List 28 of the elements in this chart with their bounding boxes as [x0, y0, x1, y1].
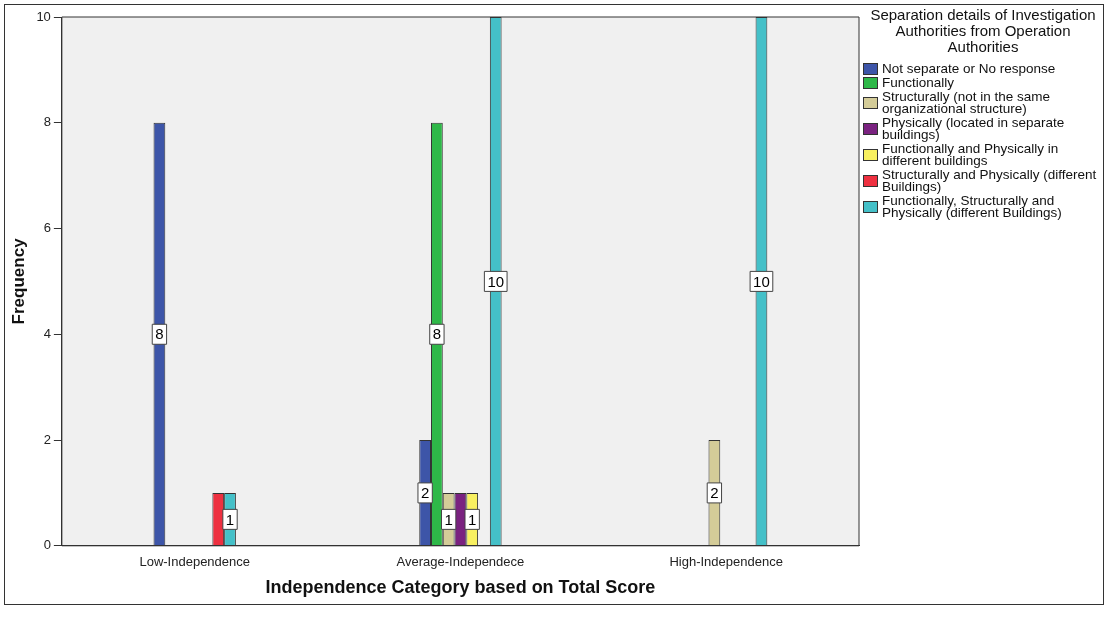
data-label: 2 — [710, 484, 719, 502]
x-tick-label: Low-Independence — [139, 554, 251, 570]
legend-label: Functionally, Structurally and Physically (different Buildings) — [882, 193, 1063, 220]
y-tick-label: 2 — [43, 431, 51, 447]
legend-label: Functionally and Physically in different buildings — [882, 141, 1060, 168]
y-tick-label: 0 — [43, 537, 51, 553]
data-label: 1 — [468, 510, 477, 528]
x-axis-title: Independence Category based on Total Score — [265, 577, 656, 598]
legend-title: Separation details of Investigation Authorities from Operation Authorities — [869, 6, 1097, 55]
legend-label: Functionally — [882, 75, 955, 90]
x-tick-label: Average-Independece — [396, 554, 525, 570]
data-label: 1 — [444, 510, 453, 528]
legend-label: Physically (located in separate buildings) — [882, 115, 1066, 142]
y-tick-label: 6 — [43, 220, 51, 236]
legend-label: Not separate or No response — [882, 61, 1056, 76]
y-tick-label: 4 — [43, 325, 51, 341]
legend-label: Structurally and Physically (different Buildings) — [882, 167, 1098, 194]
data-label: 1 — [225, 510, 235, 528]
y-tick-label: 10 — [36, 8, 51, 24]
data-label: 2 — [420, 484, 430, 502]
y-tick-label: 8 — [43, 114, 51, 130]
data-label: 8 — [432, 325, 442, 343]
y-axis-title: Frequency — [8, 237, 28, 325]
data-label: 10 — [487, 272, 505, 290]
legend-label: Structurally (not in the same organizational structure) — [882, 89, 1052, 116]
x-tick-label: High-Independence — [669, 554, 783, 570]
data-label: 8 — [155, 325, 164, 343]
data-label: 10 — [753, 272, 770, 290]
